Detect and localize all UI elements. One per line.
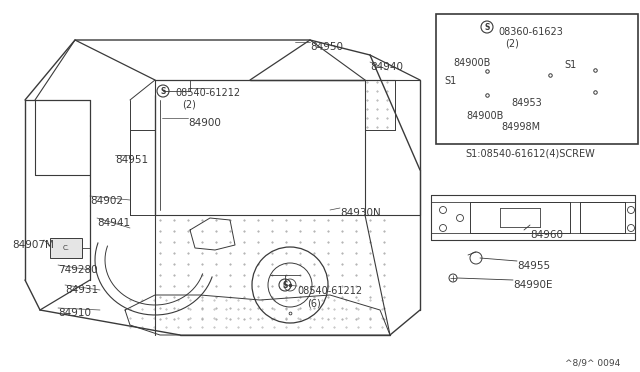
Text: 84951: 84951	[115, 155, 148, 165]
Text: 84940: 84940	[370, 62, 403, 72]
Bar	[50, 238, 82, 258]
Text: 84900: 84900	[188, 118, 221, 128]
Text: S: S	[160, 87, 166, 96]
Text: 84998M: 84998M	[501, 122, 540, 132]
Text: 84930N: 84930N	[340, 208, 381, 218]
Text: 84941: 84941	[97, 218, 130, 228]
Text: S1: S1	[444, 76, 456, 86]
Text: 84950: 84950	[310, 42, 343, 52]
Text: 84990E: 84990E	[513, 280, 552, 290]
Text: 08360-61623: 08360-61623	[498, 27, 563, 37]
Text: S1: S1	[564, 60, 576, 70]
Text: 84960: 84960	[530, 230, 563, 240]
Text: (2): (2)	[182, 99, 196, 109]
Text: 84931: 84931	[65, 285, 98, 295]
Text: (6): (6)	[307, 298, 321, 308]
Text: (2): (2)	[505, 38, 519, 48]
Text: 749280: 749280	[58, 265, 98, 275]
Text: S1:08540-61612(4)SCREW: S1:08540-61612(4)SCREW	[465, 148, 595, 158]
Text: 84910: 84910	[58, 308, 91, 318]
Text: 08540-61212: 08540-61212	[175, 88, 240, 98]
Text: 84955: 84955	[517, 261, 550, 271]
Text: 84953: 84953	[511, 98, 541, 108]
Text: S: S	[484, 22, 490, 32]
Text: 84900B: 84900B	[453, 58, 490, 68]
Text: ^8/9^ 0094: ^8/9^ 0094	[564, 358, 620, 367]
Text: 84907M: 84907M	[12, 240, 54, 250]
Text: 84900B: 84900B	[466, 111, 504, 121]
Bar	[436, 14, 638, 144]
Text: C.: C.	[63, 245, 70, 251]
Text: 08540-61212: 08540-61212	[297, 286, 362, 296]
Text: 84902: 84902	[90, 196, 123, 206]
Text: S: S	[282, 280, 288, 289]
